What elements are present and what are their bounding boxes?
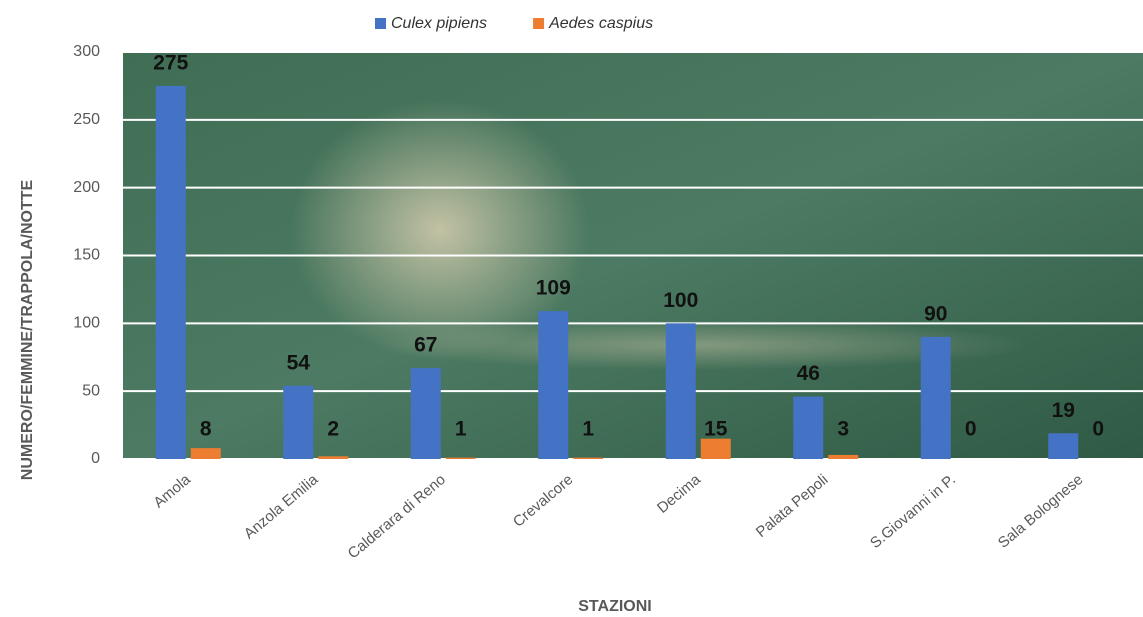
x-axis-title: STAZIONI — [578, 598, 651, 615]
data-label: 67 — [414, 334, 437, 357]
y-tick-label: 300 — [73, 43, 100, 60]
bar — [1048, 433, 1079, 459]
data-label: 54 — [287, 351, 311, 374]
data-label: 2 — [327, 418, 339, 441]
bar — [573, 457, 604, 459]
data-label: 15 — [704, 418, 728, 441]
data-label: 8 — [200, 418, 212, 441]
bar — [410, 368, 441, 459]
y-tick-label: 250 — [73, 111, 100, 128]
bar — [445, 457, 476, 459]
data-label: 275 — [153, 51, 188, 74]
bar — [828, 454, 859, 459]
bar — [155, 85, 186, 460]
bar — [665, 323, 696, 459]
bar — [318, 456, 349, 459]
background-photo — [290, 100, 590, 360]
x-tick-label: Anzola Emilia — [241, 471, 322, 543]
bar — [538, 311, 569, 459]
x-tick-label: Calderara di Reno — [345, 471, 449, 562]
bar — [190, 448, 221, 459]
data-label: 46 — [797, 362, 820, 385]
data-label: 1 — [455, 418, 467, 441]
y-tick-label: 200 — [73, 179, 100, 196]
data-label: 1 — [582, 418, 594, 441]
x-tick-label: S.Giovanni in P. — [867, 471, 959, 552]
bar — [700, 438, 731, 459]
bar — [283, 385, 314, 459]
x-tick-label: Amola — [150, 471, 194, 512]
data-label: 19 — [1052, 399, 1075, 422]
data-label: 0 — [965, 418, 977, 441]
bar — [920, 336, 951, 459]
y-tick-label: 150 — [73, 247, 100, 264]
y-tick-label: 0 — [91, 450, 100, 467]
y-tick-label: 100 — [73, 315, 100, 332]
data-label: 100 — [663, 289, 698, 312]
data-label: 0 — [1092, 418, 1104, 441]
legend-label: Culex pipiens — [391, 15, 487, 32]
data-label: 3 — [837, 418, 849, 441]
y-tick-label: 50 — [82, 382, 100, 399]
data-label: 90 — [924, 302, 947, 325]
data-label: 109 — [536, 277, 571, 300]
x-tick-label: Palata Pepoli — [753, 471, 832, 541]
legend-swatch — [533, 18, 545, 29]
legend-label: Aedes caspius — [548, 15, 653, 32]
background-photo — [370, 320, 1030, 370]
x-tick-label: Decima — [654, 471, 704, 517]
y-axis-title: NUMERO/FEMMINE/TRAPPOLA/NOTTE — [19, 179, 36, 480]
legend-swatch — [375, 18, 386, 29]
x-tick-label: Crevalcore — [510, 471, 576, 531]
bar — [793, 396, 824, 459]
x-tick-label: Sala Bolognese — [995, 471, 1086, 552]
